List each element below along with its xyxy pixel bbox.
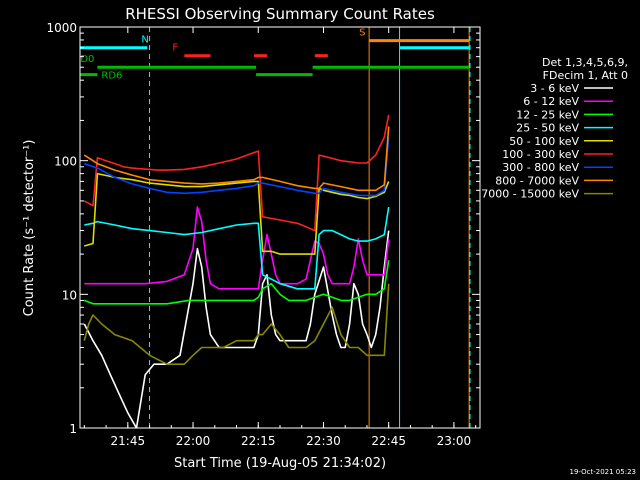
legend-label-0: 3 - 6 keV xyxy=(530,82,579,95)
legend-label-5: 100 - 300 keV xyxy=(502,148,579,161)
y-tick-label-3: 1000 xyxy=(46,21,77,35)
legend-header-line-1: Det 1,3,4,5,6,9, xyxy=(542,56,628,69)
legend-label-1: 6 - 12 keV xyxy=(523,95,579,108)
state-label-rd0: RD0 xyxy=(73,54,94,65)
legend-label-6: 300 - 800 keV xyxy=(502,161,579,174)
x-tick-label-0: 21:45 xyxy=(111,434,146,448)
x-axis-label: Start Time (19-Aug-05 21:34:02) xyxy=(174,456,386,471)
x-tick-label-2: 22:15 xyxy=(241,434,276,448)
state-bars: N F S RD0 RD6 xyxy=(73,28,470,82)
legend-header-line-2: FDecim 1, Att 0 xyxy=(543,69,628,82)
x-axis-ticks: 21:45 22:00 22:15 22:30 22:45 23:00 xyxy=(83,27,477,448)
chart-title: RHESSI Observing Summary Count Rates xyxy=(125,5,435,23)
series-line-3 xyxy=(84,206,390,290)
series-line-1 xyxy=(84,206,390,290)
series-line-7 xyxy=(83,126,390,192)
series-line-4 xyxy=(84,172,390,255)
series-line-6 xyxy=(84,137,390,197)
state-label-rd6: RD6 xyxy=(101,71,122,82)
x-tick-label-3: 22:30 xyxy=(306,434,341,448)
x-tick-label-4: 22:45 xyxy=(371,434,406,448)
legend-label-4: 50 - 100 keV xyxy=(509,135,579,148)
series-line-2 xyxy=(84,260,390,305)
footer-timestamp: 19-Oct-2021 05:23 xyxy=(570,468,636,476)
state-label-n: N xyxy=(141,35,148,46)
y-axis-ticks: 1 10 100 1000 xyxy=(46,21,480,436)
legend-label-8: 7000 - 15000 keV xyxy=(481,188,579,201)
x-tick-label-5: 23:00 xyxy=(437,434,472,448)
y-tick-label-2: 100 xyxy=(54,155,77,169)
legend-label-7: 800 - 7000 keV xyxy=(495,174,579,187)
vertical-markers xyxy=(80,27,471,428)
series-line-5 xyxy=(83,114,390,232)
series-line-0 xyxy=(83,230,390,428)
y-axis-label: Count Rate (s⁻¹ detector⁻¹) xyxy=(22,140,37,317)
series-lines xyxy=(83,114,390,428)
series-line-8 xyxy=(83,283,390,366)
y-tick-label-1: 10 xyxy=(62,288,77,302)
y-tick-label-0: 1 xyxy=(69,422,77,436)
plot-area: N F S RD0 RD6 xyxy=(73,27,471,428)
x-tick-label-1: 22:00 xyxy=(176,434,211,448)
legend-label-2: 12 - 25 keV xyxy=(516,108,579,121)
legend-label-3: 25 - 50 keV xyxy=(516,122,579,135)
state-label-f: F xyxy=(172,43,178,54)
state-label-s: S xyxy=(359,28,365,39)
